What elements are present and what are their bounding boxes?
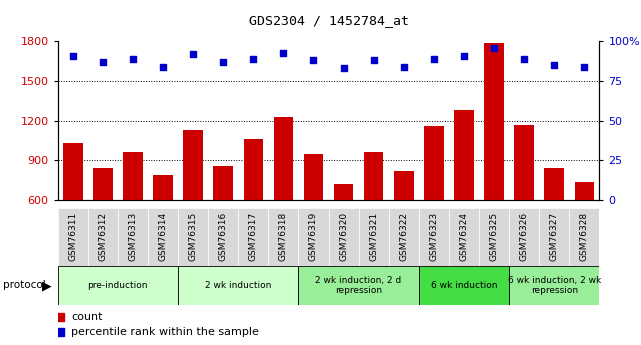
- Bar: [574, 181, 594, 200]
- Bar: [213, 166, 233, 200]
- Bar: [274, 117, 293, 200]
- Point: [369, 58, 379, 63]
- FancyBboxPatch shape: [358, 208, 388, 266]
- Point: [399, 64, 409, 70]
- Bar: [123, 152, 143, 200]
- Text: GSM76328: GSM76328: [580, 212, 589, 262]
- FancyBboxPatch shape: [388, 208, 419, 266]
- Point: [188, 51, 198, 57]
- FancyBboxPatch shape: [569, 208, 599, 266]
- Text: 2 wk induction, 2 d
repression: 2 wk induction, 2 d repression: [315, 276, 402, 295]
- FancyBboxPatch shape: [118, 208, 148, 266]
- Text: GSM76315: GSM76315: [188, 212, 197, 262]
- FancyBboxPatch shape: [419, 266, 509, 305]
- FancyBboxPatch shape: [509, 208, 539, 266]
- Text: GSM76316: GSM76316: [219, 212, 228, 262]
- Text: protocol: protocol: [3, 280, 46, 290]
- FancyBboxPatch shape: [238, 208, 269, 266]
- Bar: [93, 168, 113, 200]
- Text: count: count: [71, 312, 103, 322]
- Text: GSM76319: GSM76319: [309, 212, 318, 262]
- FancyBboxPatch shape: [479, 208, 509, 266]
- FancyBboxPatch shape: [58, 266, 178, 305]
- FancyBboxPatch shape: [178, 266, 299, 305]
- Point: [278, 50, 288, 55]
- Point: [158, 64, 168, 70]
- Text: GSM76318: GSM76318: [279, 212, 288, 262]
- Point: [128, 56, 138, 62]
- Text: pre-induction: pre-induction: [88, 281, 148, 290]
- Point: [248, 56, 258, 62]
- Text: GSM76317: GSM76317: [249, 212, 258, 262]
- Bar: [454, 110, 474, 200]
- Point: [459, 53, 469, 58]
- Bar: [424, 126, 444, 200]
- Point: [549, 62, 560, 68]
- Text: GSM76314: GSM76314: [158, 212, 167, 262]
- Text: GSM76325: GSM76325: [490, 212, 499, 262]
- FancyBboxPatch shape: [58, 208, 88, 266]
- Bar: [484, 43, 504, 200]
- Point: [338, 66, 349, 71]
- FancyBboxPatch shape: [509, 266, 599, 305]
- Text: 6 wk induction: 6 wk induction: [431, 281, 497, 290]
- FancyBboxPatch shape: [299, 208, 328, 266]
- Point: [519, 56, 529, 62]
- FancyBboxPatch shape: [539, 208, 569, 266]
- Point: [489, 45, 499, 50]
- Point: [218, 59, 228, 65]
- FancyBboxPatch shape: [269, 208, 299, 266]
- Bar: [394, 171, 413, 200]
- Bar: [364, 152, 383, 200]
- Bar: [153, 175, 173, 200]
- Point: [429, 56, 439, 62]
- Text: GSM76322: GSM76322: [399, 212, 408, 261]
- Text: GSM76327: GSM76327: [550, 212, 559, 262]
- Text: GSM76312: GSM76312: [98, 212, 107, 262]
- Text: GSM76311: GSM76311: [68, 212, 77, 262]
- Text: ▶: ▶: [42, 279, 51, 292]
- FancyBboxPatch shape: [419, 208, 449, 266]
- FancyBboxPatch shape: [449, 208, 479, 266]
- Point: [67, 53, 78, 58]
- Text: percentile rank within the sample: percentile rank within the sample: [71, 327, 259, 337]
- FancyBboxPatch shape: [148, 208, 178, 266]
- FancyBboxPatch shape: [328, 208, 358, 266]
- FancyBboxPatch shape: [208, 208, 238, 266]
- Point: [308, 58, 319, 63]
- Text: GSM76324: GSM76324: [460, 212, 469, 261]
- Bar: [334, 184, 353, 200]
- Text: GDS2304 / 1452784_at: GDS2304 / 1452784_at: [249, 14, 408, 27]
- Text: GSM76323: GSM76323: [429, 212, 438, 262]
- Bar: [63, 143, 83, 200]
- Point: [579, 64, 590, 70]
- Bar: [304, 154, 323, 200]
- Text: 6 wk induction, 2 wk
repression: 6 wk induction, 2 wk repression: [508, 276, 601, 295]
- Text: 2 wk induction: 2 wk induction: [205, 281, 271, 290]
- Bar: [183, 130, 203, 200]
- FancyBboxPatch shape: [88, 208, 118, 266]
- Bar: [544, 168, 564, 200]
- FancyBboxPatch shape: [299, 266, 419, 305]
- Text: GSM76326: GSM76326: [520, 212, 529, 262]
- Text: GSM76321: GSM76321: [369, 212, 378, 262]
- Text: GSM76320: GSM76320: [339, 212, 348, 262]
- Point: [97, 59, 108, 65]
- Bar: [244, 139, 263, 200]
- Text: GSM76313: GSM76313: [128, 212, 137, 262]
- FancyBboxPatch shape: [178, 208, 208, 266]
- Bar: [514, 125, 534, 200]
